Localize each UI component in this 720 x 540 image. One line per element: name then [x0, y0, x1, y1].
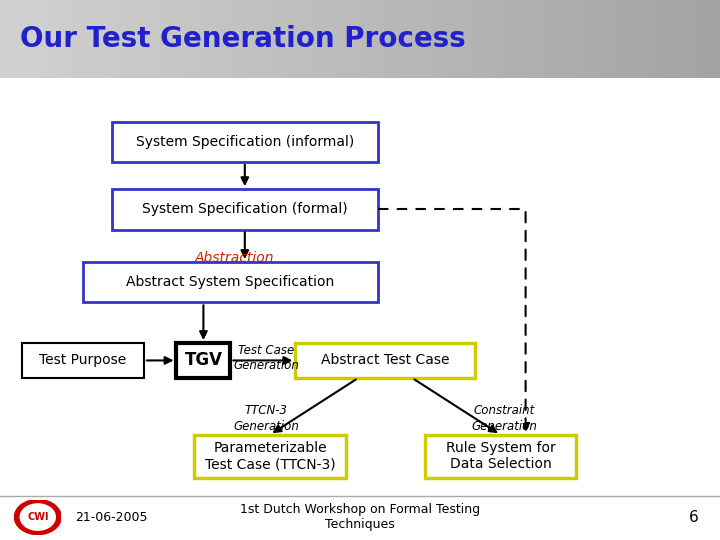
- Bar: [228, 0, 240, 78]
- Bar: [600, 0, 612, 78]
- Bar: [624, 0, 636, 78]
- Bar: [168, 0, 180, 78]
- Bar: [156, 0, 168, 78]
- Bar: [540, 0, 552, 78]
- Bar: [636, 0, 648, 78]
- Text: Rule System for
Data Selection: Rule System for Data Selection: [446, 441, 555, 471]
- Bar: [72, 0, 84, 78]
- Bar: [12, 0, 24, 78]
- Text: 6: 6: [688, 510, 698, 525]
- Bar: [84, 0, 96, 78]
- Text: Parameterizable
Test Case (TTCN-3): Parameterizable Test Case (TTCN-3): [204, 441, 336, 471]
- Bar: [22, 343, 144, 378]
- Bar: [684, 0, 696, 78]
- Bar: [324, 0, 336, 78]
- Bar: [300, 0, 312, 78]
- Text: Test Purpose: Test Purpose: [39, 354, 127, 367]
- Bar: [120, 0, 132, 78]
- Bar: [144, 0, 156, 78]
- Bar: [672, 0, 684, 78]
- Text: 1st Dutch Workshop on Formal Testing
Techniques: 1st Dutch Workshop on Formal Testing Tec…: [240, 503, 480, 531]
- Circle shape: [14, 500, 61, 535]
- Bar: [312, 0, 324, 78]
- Text: Abstract Test Case: Abstract Test Case: [321, 354, 449, 367]
- Bar: [576, 0, 588, 78]
- Text: TTCN-3
Generation: TTCN-3 Generation: [233, 404, 300, 433]
- Bar: [336, 0, 348, 78]
- Bar: [204, 0, 216, 78]
- Bar: [516, 0, 528, 78]
- Text: Abstract System Specification: Abstract System Specification: [126, 275, 335, 289]
- Bar: [648, 0, 660, 78]
- Bar: [492, 0, 504, 78]
- Bar: [696, 0, 708, 78]
- Bar: [588, 0, 600, 78]
- Text: Our Test Generation Process: Our Test Generation Process: [20, 25, 466, 53]
- Bar: [708, 0, 720, 78]
- Bar: [295, 343, 475, 378]
- Bar: [372, 0, 384, 78]
- Bar: [360, 0, 372, 78]
- Bar: [456, 0, 468, 78]
- Bar: [276, 0, 288, 78]
- Bar: [112, 189, 378, 230]
- Bar: [504, 0, 516, 78]
- Text: Test Case
Generation: Test Case Generation: [233, 344, 300, 372]
- Bar: [264, 0, 276, 78]
- Bar: [112, 122, 378, 162]
- Text: Abstraction: Abstraction: [194, 251, 274, 265]
- Bar: [180, 0, 192, 78]
- Bar: [396, 0, 408, 78]
- Text: System Specification (formal): System Specification (formal): [142, 202, 348, 216]
- Bar: [48, 0, 60, 78]
- Bar: [0, 0, 12, 78]
- Bar: [83, 262, 378, 302]
- Bar: [408, 0, 420, 78]
- Text: TGV: TGV: [184, 352, 222, 369]
- Bar: [240, 0, 252, 78]
- Bar: [564, 0, 576, 78]
- Bar: [480, 0, 492, 78]
- Text: CWI: CWI: [27, 512, 48, 522]
- Bar: [288, 0, 300, 78]
- Bar: [36, 0, 48, 78]
- Circle shape: [20, 504, 55, 530]
- Text: Constraint
Generation: Constraint Generation: [471, 404, 537, 433]
- Bar: [216, 0, 228, 78]
- Bar: [192, 0, 204, 78]
- Bar: [420, 0, 432, 78]
- Bar: [660, 0, 672, 78]
- Bar: [108, 0, 120, 78]
- Bar: [96, 0, 108, 78]
- Bar: [252, 0, 264, 78]
- Bar: [425, 435, 576, 478]
- Bar: [432, 0, 444, 78]
- Bar: [552, 0, 564, 78]
- Bar: [348, 0, 360, 78]
- Bar: [176, 343, 230, 378]
- Bar: [60, 0, 72, 78]
- Bar: [194, 435, 346, 478]
- Text: 21-06-2005: 21-06-2005: [76, 511, 148, 524]
- Text: System Specification (informal): System Specification (informal): [135, 135, 354, 148]
- Bar: [468, 0, 480, 78]
- Bar: [528, 0, 540, 78]
- Bar: [612, 0, 624, 78]
- Bar: [132, 0, 144, 78]
- Bar: [24, 0, 36, 78]
- Bar: [384, 0, 396, 78]
- Bar: [444, 0, 456, 78]
